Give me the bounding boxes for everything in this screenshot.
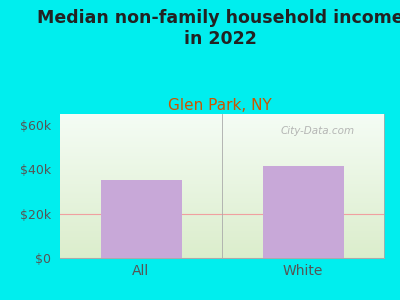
Bar bbox=[100, 181, 182, 258]
Text: Glen Park, NY: Glen Park, NY bbox=[168, 98, 272, 112]
Text: Median non-family household income
in 2022: Median non-family household income in 20… bbox=[37, 9, 400, 48]
Bar bbox=[262, 166, 344, 258]
Text: City-Data.com: City-Data.com bbox=[280, 126, 354, 136]
